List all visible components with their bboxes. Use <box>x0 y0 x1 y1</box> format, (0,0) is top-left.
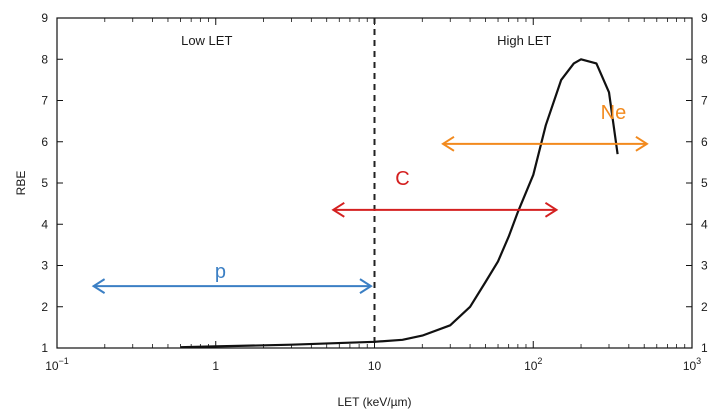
y-tick-label: 8 <box>41 52 48 66</box>
y-tick-label: 5 <box>41 176 48 190</box>
y-tick-label-right: 3 <box>701 259 708 273</box>
y-tick-label: 3 <box>41 259 48 273</box>
y-tick-label-right: 1 <box>701 341 708 355</box>
p-label: p <box>215 261 226 283</box>
p-arrow-head-right <box>359 278 373 294</box>
ne-arrow-head-right <box>635 135 649 152</box>
c-arrow-head-right <box>544 201 559 218</box>
x-tick-label: 102 <box>524 356 542 373</box>
y-tick-label: 4 <box>41 217 48 231</box>
y-tick-label-right: 4 <box>701 217 708 231</box>
y-tick-label: 9 <box>41 11 48 25</box>
x-tick-label: 103 <box>683 356 701 373</box>
y-tick-label: 6 <box>41 135 48 149</box>
x-axis-label: LET (keV/µm) <box>337 395 411 409</box>
y-tick-label: 1 <box>41 341 48 355</box>
ne-label: Ne <box>601 102 627 124</box>
p-arrow-head-left <box>91 278 106 294</box>
region-label: Low LET <box>181 33 232 48</box>
y-tick-label-right: 9 <box>701 11 708 25</box>
c-arrow-head-left <box>331 201 345 218</box>
y-tick-label-right: 6 <box>701 135 708 149</box>
y-axis-label: RBE <box>14 171 28 196</box>
x-tick-label: 10−1 <box>45 356 69 373</box>
y-tick-label: 2 <box>41 300 48 314</box>
x-tick-label: 1 <box>212 359 219 373</box>
y-tick-label-right: 2 <box>701 300 708 314</box>
y-tick-label: 7 <box>41 94 48 108</box>
y-tick-label-right: 8 <box>701 52 708 66</box>
x-tick-label: 10 <box>368 359 382 373</box>
y-tick-label-right: 5 <box>701 176 708 190</box>
region-label: High LET <box>497 33 551 48</box>
ne-arrow-head-left <box>441 135 455 152</box>
y-tick-label-right: 7 <box>701 94 708 108</box>
rbe-curve <box>180 58 619 349</box>
c-label: C <box>395 168 409 190</box>
